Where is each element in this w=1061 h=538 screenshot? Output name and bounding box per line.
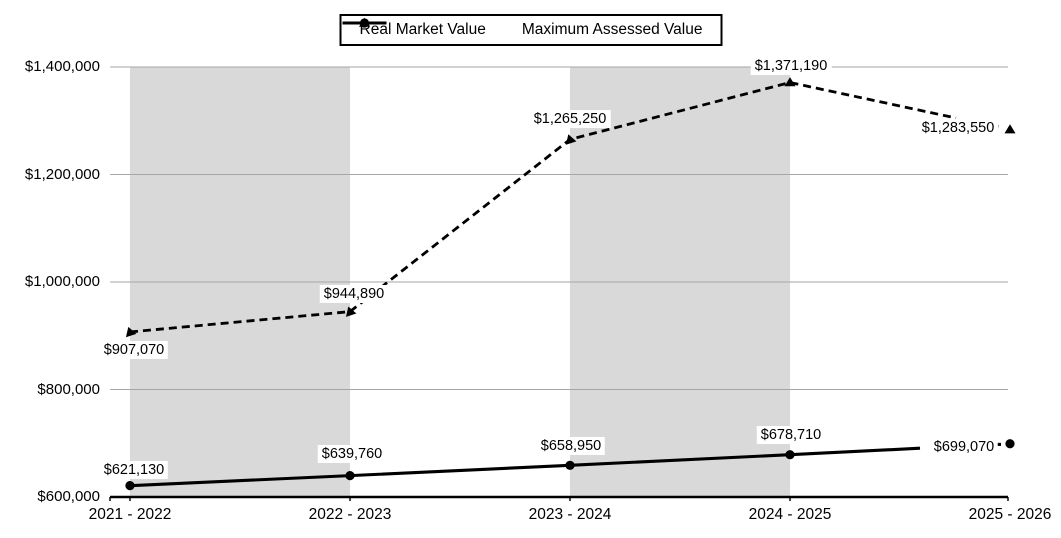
circle-marker <box>125 481 135 491</box>
gridlines <box>110 66 1008 390</box>
triangle-marker <box>565 134 577 145</box>
x-axis-line <box>109 495 1009 501</box>
triangle-marker <box>125 326 137 338</box>
legend-label-maximum-assessed-value: Maximum Assessed Value <box>521 21 703 38</box>
legend: Real Market Value Maximum Assessed Value <box>339 14 723 46</box>
triangle-marker <box>1004 124 1016 134</box>
data-point-markers <box>125 77 1016 491</box>
triangle-marker <box>345 306 357 317</box>
circle-marker <box>565 460 575 470</box>
circle-marker <box>785 450 795 460</box>
circle-marker <box>345 471 355 481</box>
solid-line-circle-marker-icon <box>342 18 387 28</box>
triangle-marker <box>784 77 796 87</box>
legend-item-maximum-assessed-value: Maximum Assessed Value <box>342 18 703 39</box>
circle-marker <box>1005 439 1015 449</box>
legend-label-real-market-value: Real Market Value <box>359 21 486 38</box>
